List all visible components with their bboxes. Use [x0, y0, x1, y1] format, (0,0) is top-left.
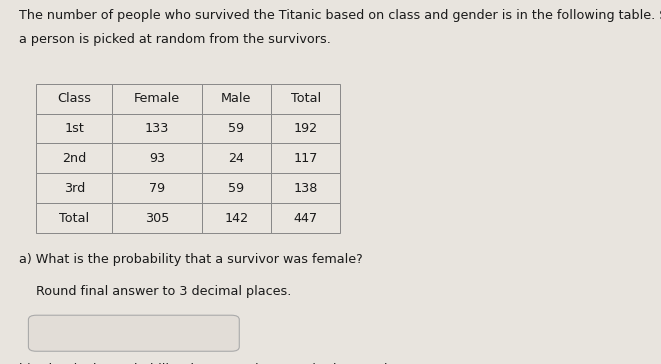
Text: The number of people who survived the Titanic based on class and gender is in th: The number of people who survived the Ti… [19, 9, 661, 22]
Bar [36, 203, 112, 233]
Text: 24: 24 [228, 152, 245, 165]
Bar [36, 143, 112, 173]
Text: 59: 59 [228, 122, 245, 135]
Bar [202, 173, 271, 203]
Bar [36, 173, 112, 203]
Text: Total: Total [59, 211, 89, 225]
Text: a person is picked at random from the survivors.: a person is picked at random from the su… [19, 33, 330, 47]
Text: 117: 117 [293, 152, 318, 165]
Text: Female: Female [134, 92, 180, 105]
Text: b) What is the probability that a survivor was in the 1st class?: b) What is the probability that a surviv… [19, 363, 415, 364]
Bar [271, 84, 340, 114]
Text: 2nd: 2nd [62, 152, 87, 165]
Text: 192: 192 [293, 122, 318, 135]
Bar [202, 203, 271, 233]
Bar [36, 114, 112, 143]
Bar [112, 84, 202, 114]
Text: 138: 138 [293, 182, 318, 195]
Bar [36, 84, 112, 114]
Text: 3rd: 3rd [63, 182, 85, 195]
Text: 93: 93 [149, 152, 165, 165]
Text: Total: Total [291, 92, 321, 105]
Text: 447: 447 [293, 211, 318, 225]
Text: 133: 133 [145, 122, 169, 135]
Text: Class: Class [58, 92, 91, 105]
Bar [112, 114, 202, 143]
Bar [202, 143, 271, 173]
Text: 1st: 1st [64, 122, 85, 135]
Text: Round final answer to 3 decimal places.: Round final answer to 3 decimal places. [36, 285, 292, 298]
Bar [112, 143, 202, 173]
Text: 59: 59 [228, 182, 245, 195]
Bar [202, 114, 271, 143]
Bar [271, 114, 340, 143]
FancyBboxPatch shape [28, 315, 239, 351]
Text: Male: Male [221, 92, 251, 105]
Text: a) What is the probability that a survivor was female?: a) What is the probability that a surviv… [19, 253, 362, 266]
Text: 305: 305 [145, 211, 169, 225]
Text: 79: 79 [149, 182, 165, 195]
Bar [271, 173, 340, 203]
Bar [112, 203, 202, 233]
Bar [202, 84, 271, 114]
Bar [271, 203, 340, 233]
Bar [271, 143, 340, 173]
Text: 142: 142 [224, 211, 249, 225]
Bar [112, 173, 202, 203]
